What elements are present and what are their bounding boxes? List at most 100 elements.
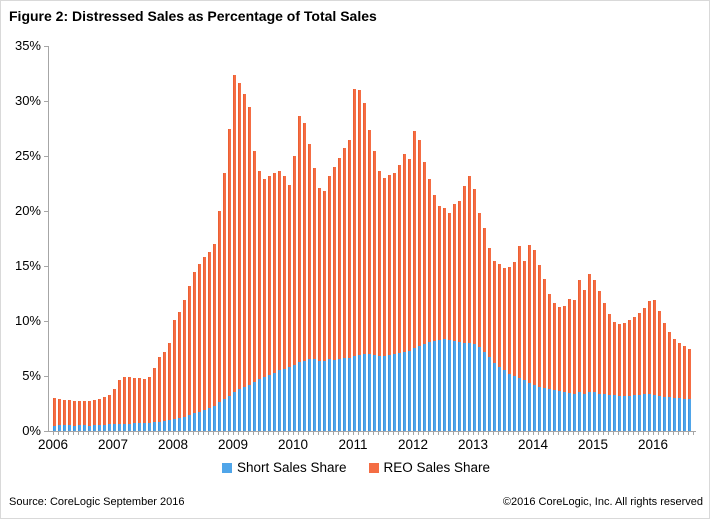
short-sale-segment bbox=[207, 407, 211, 431]
reo-segment bbox=[627, 319, 631, 396]
reo-segment bbox=[607, 314, 611, 395]
reo-segment bbox=[302, 123, 306, 361]
bar-month-16 bbox=[132, 378, 136, 431]
short-sale-segment bbox=[637, 394, 641, 431]
reo-segment bbox=[487, 248, 491, 358]
bar-month-20 bbox=[152, 368, 156, 431]
reo-segment bbox=[612, 322, 616, 395]
bar-month-110 bbox=[602, 303, 606, 431]
short-sale-segment bbox=[132, 423, 136, 431]
bar-month-54 bbox=[322, 191, 326, 431]
bar-month-3 bbox=[67, 400, 71, 431]
bar-month-121 bbox=[657, 311, 661, 431]
bar-month-15 bbox=[127, 377, 131, 431]
y-tick-label: 5% bbox=[22, 368, 41, 383]
bar-month-48 bbox=[292, 156, 296, 431]
reo-segment bbox=[152, 368, 156, 423]
bar-month-89 bbox=[497, 263, 501, 431]
short-sale-segment bbox=[547, 389, 551, 431]
reo-segment bbox=[317, 187, 321, 361]
short-sale-segment bbox=[437, 339, 441, 431]
reo-segment bbox=[222, 172, 226, 400]
bar-month-105 bbox=[577, 280, 581, 431]
reo-segment bbox=[587, 273, 591, 393]
reo-segment bbox=[87, 400, 91, 426]
short-sale-segment bbox=[492, 362, 496, 431]
reo-segment bbox=[502, 268, 506, 371]
reo-segment bbox=[557, 306, 561, 392]
reo-segment bbox=[332, 167, 336, 360]
short-sale-segment bbox=[397, 352, 401, 431]
reo-segment bbox=[537, 264, 541, 387]
short-sale-segment bbox=[242, 386, 246, 431]
reo-segment bbox=[252, 150, 256, 382]
bar-month-42 bbox=[262, 179, 266, 431]
bar-month-113 bbox=[617, 324, 621, 431]
short-sale-segment bbox=[652, 394, 656, 431]
bar-month-63 bbox=[367, 129, 371, 431]
reo-segment bbox=[422, 161, 426, 345]
y-axis-line bbox=[48, 46, 49, 432]
reo-segment bbox=[552, 303, 556, 391]
bar-month-49 bbox=[297, 116, 301, 431]
bar-month-29 bbox=[197, 263, 201, 431]
short-sale-segment bbox=[627, 395, 631, 431]
x-axis-line bbox=[48, 431, 696, 432]
reo-segment bbox=[392, 172, 396, 354]
reo-segment bbox=[472, 189, 476, 345]
short-sale-segment bbox=[307, 359, 311, 431]
short-sale-segment bbox=[52, 425, 56, 431]
short-sale-segment bbox=[127, 423, 131, 431]
reo-segment bbox=[197, 263, 201, 412]
y-tick-label: 15% bbox=[14, 258, 41, 273]
short-sale-segment bbox=[587, 392, 591, 431]
y-tick-label: 20% bbox=[14, 203, 41, 218]
short-sale-segment bbox=[322, 360, 326, 431]
bar-month-88 bbox=[492, 260, 496, 431]
short-sale-segment bbox=[152, 422, 156, 431]
reo-segment bbox=[417, 139, 421, 347]
reo-segment bbox=[227, 128, 231, 396]
short-sale-segment bbox=[677, 398, 681, 431]
bar-month-23 bbox=[167, 343, 171, 431]
short-sale-segment bbox=[412, 348, 416, 431]
bar-month-56 bbox=[332, 167, 336, 431]
short-sale-segment bbox=[177, 417, 181, 431]
y-tick-mark bbox=[44, 101, 49, 102]
source-note: Source: CoreLogic September 2016 bbox=[9, 496, 185, 508]
short-sale-segment bbox=[592, 392, 596, 431]
short-sale-segment bbox=[332, 359, 336, 431]
short-sale-segment bbox=[427, 341, 431, 431]
short-sale-segment bbox=[272, 372, 276, 431]
reo-segment bbox=[307, 143, 311, 360]
short-sale-segment bbox=[572, 393, 576, 431]
reo-segment bbox=[492, 260, 496, 363]
reo-segment bbox=[407, 159, 411, 351]
reo-segment bbox=[247, 106, 251, 385]
reo-segment bbox=[462, 185, 466, 343]
bar-month-7 bbox=[87, 400, 91, 431]
short-sale-segment bbox=[327, 359, 331, 431]
bar-month-70 bbox=[402, 153, 406, 431]
reo-segment bbox=[277, 171, 281, 371]
short-sale-segment bbox=[292, 365, 296, 431]
reo-segment bbox=[447, 213, 451, 340]
reo-segment bbox=[377, 171, 381, 357]
x-year-label-2013: 2013 bbox=[457, 437, 489, 452]
reo-segment bbox=[67, 400, 71, 426]
plot-area: 2006 2007 2008 2009 2010 2011 2012 2013 2014 2015… bbox=[38, 46, 699, 452]
reo-segment bbox=[437, 205, 441, 340]
short-sales-swatch-icon bbox=[221, 462, 232, 473]
reo-segment bbox=[312, 168, 316, 360]
bar-month-100 bbox=[552, 303, 556, 431]
short-sale-segment bbox=[67, 425, 71, 431]
short-sale-segment bbox=[107, 424, 111, 431]
bar-month-122 bbox=[662, 323, 666, 431]
bar-month-22 bbox=[162, 351, 166, 431]
bar-month-72 bbox=[412, 130, 416, 431]
short-sale-segment bbox=[612, 394, 616, 431]
reo-segment bbox=[147, 377, 151, 423]
bar-month-0 bbox=[52, 398, 56, 431]
bar-month-73 bbox=[417, 139, 421, 431]
